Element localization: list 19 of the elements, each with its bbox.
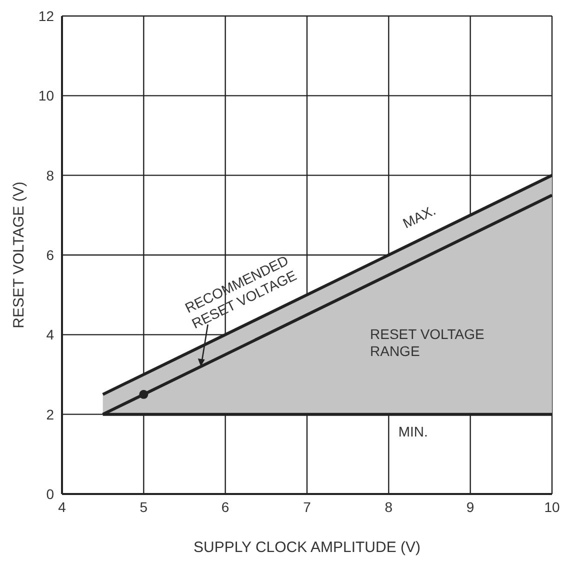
y-tick-label: 8: [46, 167, 54, 184]
y-tick-label: 4: [46, 326, 54, 343]
x-tick-label: 8: [384, 498, 393, 515]
y-tick-label: 0: [46, 486, 54, 502]
annotation: RESET VOLTAGE RANGE: [370, 326, 484, 360]
y-tick-label: 2: [46, 406, 54, 422]
y-tick-label: 6: [46, 246, 54, 263]
x-tick-label: 5: [140, 498, 148, 515]
y-tick-label: 12: [38, 8, 54, 24]
y-tick-label: 10: [38, 88, 54, 104]
x-tick-label: 6: [221, 498, 230, 515]
y-axis-title: RESET VOLTAGE (V): [10, 182, 28, 328]
x-tick-label: 9: [466, 498, 474, 515]
annotation: MIN.: [398, 423, 428, 440]
x-tick-label: 4: [58, 498, 66, 515]
annotation: MAX.: [400, 202, 438, 232]
x-axis-title: SUPPLY CLOCK AMPLITUDE (V): [193, 539, 421, 556]
x-tick-label: 10: [544, 498, 560, 515]
x-tick-label: 7: [303, 498, 312, 515]
